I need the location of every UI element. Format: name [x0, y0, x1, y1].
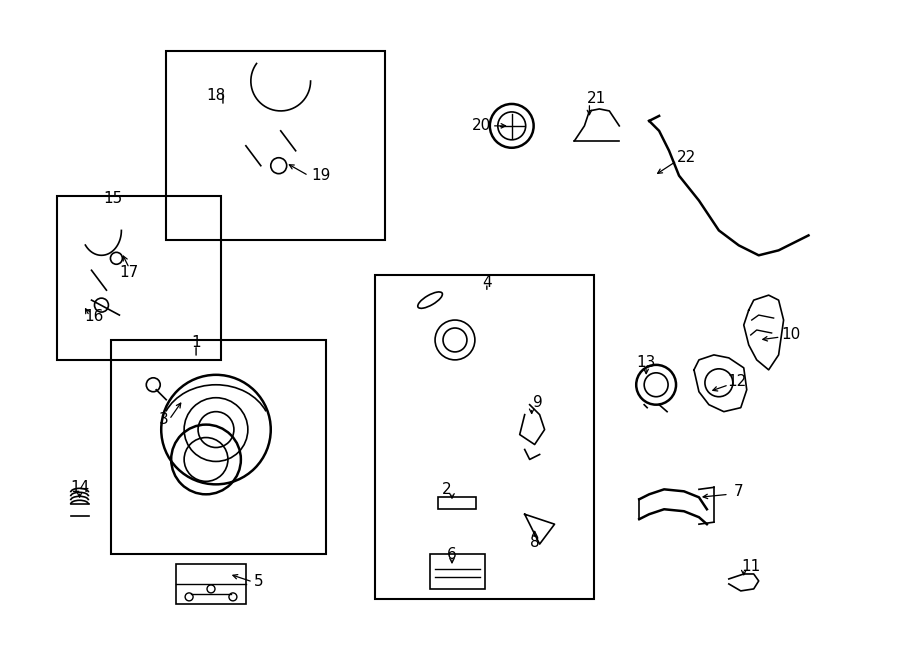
Text: 4: 4: [482, 275, 491, 290]
Bar: [375, 275, 594, 599]
Text: 20: 20: [472, 118, 491, 134]
Text: 17: 17: [120, 265, 139, 280]
Text: 3: 3: [158, 412, 168, 427]
Text: 6: 6: [447, 547, 457, 562]
Bar: [438, 497, 476, 509]
Text: 21: 21: [587, 91, 606, 106]
Text: 8: 8: [530, 535, 539, 549]
Bar: [166, 51, 385, 241]
Text: 11: 11: [741, 559, 760, 574]
Text: 2: 2: [442, 482, 452, 497]
Text: 12: 12: [727, 374, 746, 389]
Text: 10: 10: [781, 327, 800, 342]
Text: 7: 7: [734, 484, 743, 499]
Text: 14: 14: [70, 480, 89, 495]
Text: 5: 5: [254, 574, 264, 590]
Bar: [430, 554, 485, 589]
Text: 18: 18: [206, 89, 226, 104]
Text: 19: 19: [310, 168, 330, 183]
Text: 16: 16: [84, 309, 104, 324]
Text: 13: 13: [636, 356, 656, 370]
Text: 1: 1: [192, 335, 201, 350]
Text: 22: 22: [678, 150, 697, 165]
Bar: [176, 564, 246, 604]
Bar: [57, 196, 221, 360]
Text: 9: 9: [533, 395, 543, 410]
Text: 15: 15: [104, 191, 123, 206]
Bar: [112, 340, 326, 554]
